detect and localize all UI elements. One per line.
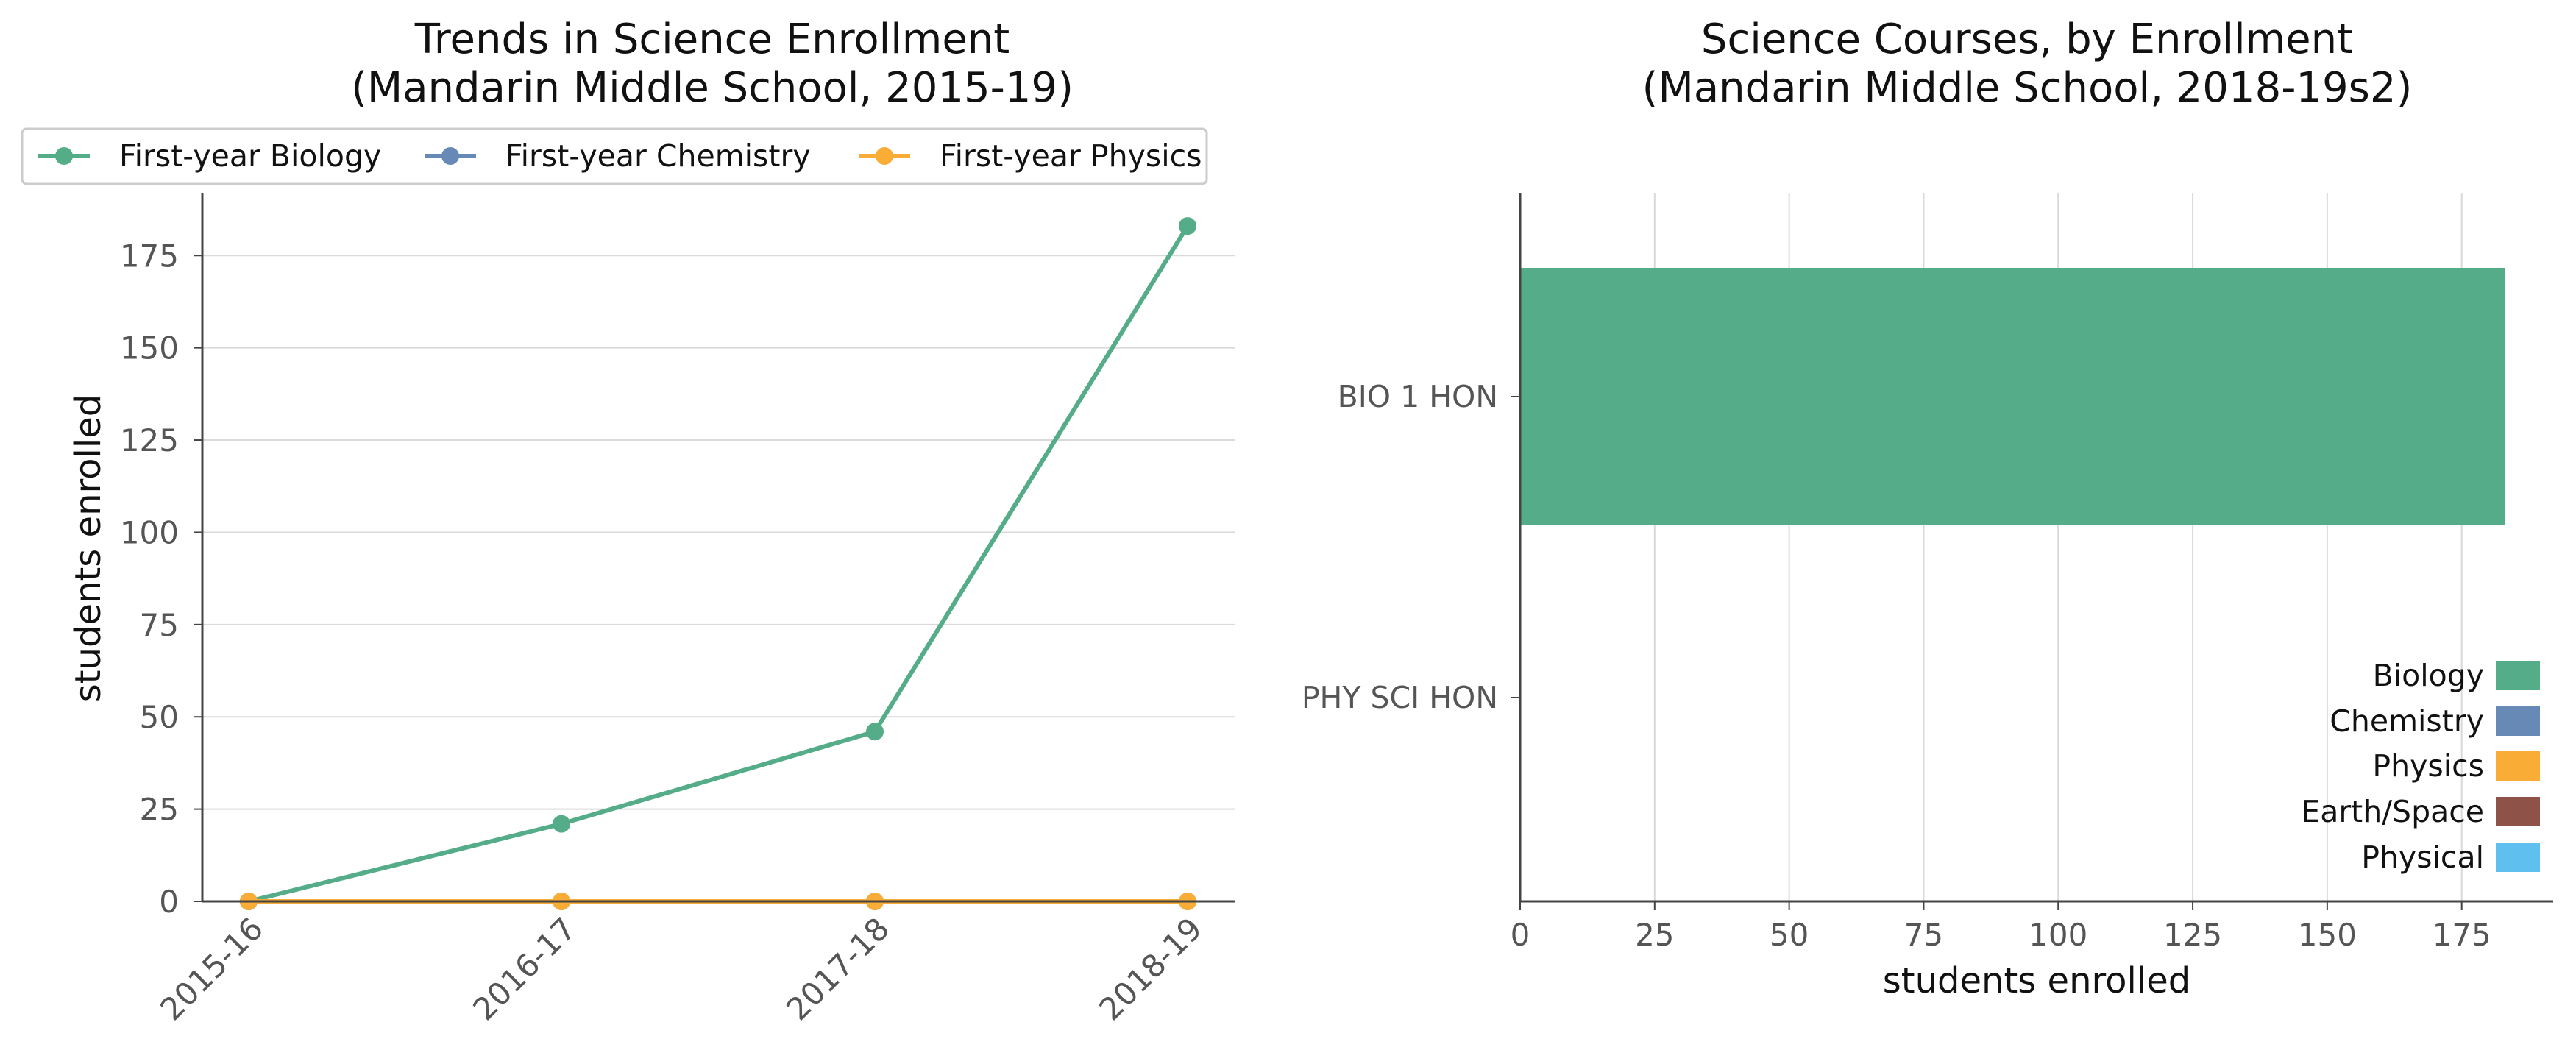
line-chart-y-axis-label: students enrolled — [68, 394, 109, 702]
bar-chart-legend: Biology Chemistry Physics Earth/Space Physic… — [2301, 658, 2540, 875]
line-chart-y-tick-label: 50 — [140, 699, 179, 735]
bar-chart-legend-label: Biology — [2373, 658, 2484, 693]
bar-chart-legend-label: Earth/Space — [2301, 794, 2484, 829]
line-chart-legend-label: First-year Physics — [940, 138, 1202, 174]
line-chart-x-ticks: 2015-16 2016-17 2017-18 2018-19 — [153, 901, 1209, 1027]
line-chart-legend-swatch-marker — [441, 147, 459, 165]
bar-chart-legend-label: Physics — [2372, 748, 2484, 784]
line-chart-y-tick-label: 25 — [140, 792, 179, 828]
line-chart-x-tick-label: 2016-17 — [466, 910, 583, 1027]
bar-chart-x-ticks: 0 25 50 75 100 125 150 175 — [1511, 901, 2491, 953]
line-chart-y-tick-label: 100 — [120, 514, 179, 550]
bar-chart-x-tick-label: 75 — [1904, 917, 1943, 953]
line-chart-data-point — [866, 723, 884, 741]
line-chart-y-tick-label: 175 — [120, 238, 179, 274]
line-chart-title-line2: (Mandarin Middle School, 2015-19) — [351, 64, 1074, 112]
line-chart-legend-swatch-marker — [55, 147, 73, 165]
line-chart-grid — [202, 255, 1235, 810]
line-chart-legend — [21, 127, 1208, 185]
bar-chart-legend-swatch — [2496, 843, 2540, 872]
bar-chart-x-axis-label: students enrolled — [1883, 960, 2190, 1001]
line-chart-x-tick-label: 2015-16 — [153, 910, 270, 1027]
bar-chart-legend-swatch — [2496, 797, 2540, 826]
bar-chart-x-tick-label: 50 — [1770, 917, 1809, 953]
line-chart-y-tick-label: 75 — [140, 607, 179, 643]
line-chart-title-line1: Trends in Science Enrollment — [414, 15, 1010, 63]
line-chart-y-tick-label: 0 — [159, 884, 179, 920]
bar-chart-title-line1: Science Courses, by Enrollment — [1701, 15, 2353, 63]
bar-chart-legend-swatch — [2496, 751, 2540, 781]
bar-chart-category-label: PHY SCI HON — [1302, 680, 1498, 715]
bar-chart-bar — [1520, 268, 2505, 525]
bar-chart-title-line2: (Mandarin Middle School, 2018-19s2) — [1642, 64, 2413, 112]
line-chart-data-point — [553, 815, 570, 833]
line-chart-y-tick-label: 125 — [120, 422, 179, 458]
line-chart-y-ticks: 0 25 50 75 100 125 150 175 — [120, 238, 202, 920]
line-chart-series — [240, 217, 1196, 910]
line-chart-x-tick-label: 2018-19 — [1092, 910, 1209, 1027]
bar-chart-legend-label: Chemistry — [2330, 703, 2484, 739]
bar-chart-x-tick-label: 175 — [2433, 917, 2491, 953]
line-chart-y-tick-label: 150 — [120, 330, 179, 366]
bar-chart-x-tick-label: 0 — [1511, 917, 1530, 953]
bar-chart-category-label: BIO 1 HON — [1338, 379, 1498, 414]
line-chart-data-point — [1179, 217, 1196, 235]
bar-chart-category-labels: BIO 1 HON PHY SCI HON — [1302, 379, 1520, 715]
line-chart-legend-label: First-year Biology — [119, 138, 381, 174]
line-chart-legend-swatch-marker — [876, 147, 893, 165]
bar-chart-x-tick-label: 100 — [2029, 917, 2087, 953]
bar-chart-x-tick-label: 150 — [2298, 917, 2357, 953]
bar-chart-legend-label: Physical — [2361, 840, 2484, 875]
bar-chart-bars — [1520, 268, 2505, 525]
bar-chart-x-tick-label: 125 — [2163, 917, 2222, 953]
line-chart-series-line — [248, 224, 1190, 904]
bar-chart-legend-swatch — [2496, 661, 2540, 690]
bar-chart-legend-swatch — [2496, 706, 2540, 736]
line-chart-legend-items: First-year Biology First-year Chemistry Fi… — [38, 138, 1202, 174]
line-chart-legend-label: First-year Chemistry — [505, 138, 811, 174]
bar-chart-x-tick-label: 25 — [1635, 917, 1674, 953]
line-chart-x-tick-label: 2017-18 — [779, 910, 896, 1027]
